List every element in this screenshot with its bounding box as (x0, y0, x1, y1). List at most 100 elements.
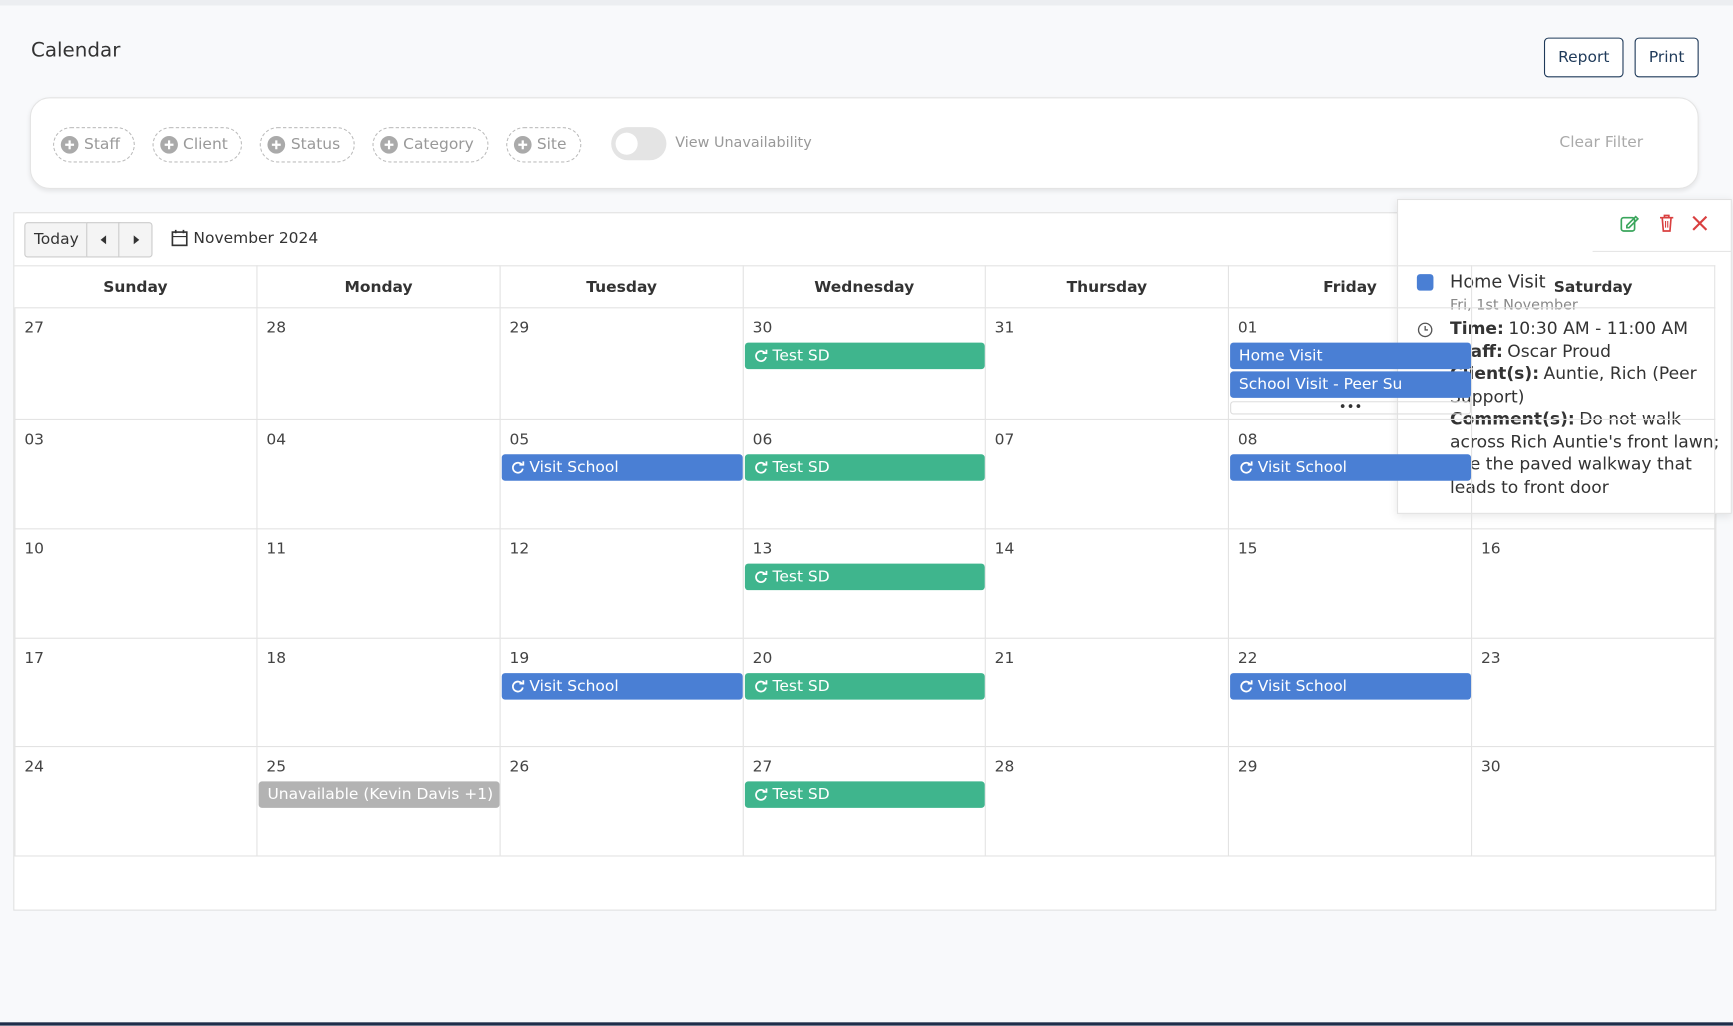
day-cell (1472, 419, 1716, 530)
day-cell: 25 (257, 747, 501, 857)
filter-pill[interactable]: Status (259, 127, 355, 163)
day-cell: 30 (1472, 747, 1716, 857)
event[interactable]: Test SD (744, 454, 985, 481)
day-cell (1472, 308, 1716, 420)
calendar-icon (171, 229, 188, 247)
day-cell: 28 (985, 747, 1229, 857)
day-cell: 08 (1228, 419, 1473, 530)
day-number: 04 (266, 431, 287, 449)
day-number: 28 (266, 319, 287, 338)
day-cell: 03 (14, 419, 258, 530)
day-cell: 01 (1228, 308, 1473, 420)
edit-icon[interactable] (1619, 213, 1640, 233)
event-title: Home Visit (1238, 347, 1323, 365)
event[interactable]: Visit School (1230, 454, 1472, 481)
day-cell: 11 (257, 529, 501, 639)
event[interactable]: Test SD (744, 781, 985, 808)
event[interactable]: Test SD (744, 563, 985, 591)
day-cell: 27 (743, 747, 986, 857)
filter-pill[interactable]: Client (152, 127, 243, 163)
day-number: 30 (752, 319, 773, 338)
close-icon[interactable] (1691, 214, 1709, 232)
detail-label: Time: (1450, 318, 1504, 339)
more-link[interactable]: ••• (1230, 400, 1472, 415)
day-cell: 10 (14, 529, 258, 639)
day-number: 23 (1480, 649, 1501, 668)
day-cell: 12 (500, 529, 744, 639)
day-number: 20 (752, 649, 773, 668)
filter-bar: Staff Client Status Category Site View Unava… (29, 97, 1699, 189)
event[interactable]: Unavailable (Kevin Davis +1) (258, 781, 500, 808)
day-number: 19 (509, 649, 530, 668)
day-number: 05 (509, 431, 530, 449)
filter-pill[interactable]: Site (505, 127, 581, 163)
day-number: 28 (994, 758, 1015, 776)
event[interactable]: Home Visit (1230, 342, 1472, 370)
weekday-header: Saturday (1472, 265, 1716, 309)
page-title: Calendar (30, 38, 121, 62)
filter-label: Staff (83, 135, 121, 154)
day-cell: 27 (14, 308, 258, 420)
day-cell: 26 (500, 747, 744, 857)
event[interactable]: Test SD (744, 342, 985, 370)
today-button[interactable]: Today (24, 222, 89, 258)
prev-button[interactable] (86, 222, 121, 258)
event[interactable]: Visit School (501, 673, 743, 700)
day-number: 01 (1237, 319, 1258, 338)
event-title: Test SD (772, 677, 830, 696)
event[interactable]: School Visit - Peer Su (1230, 371, 1472, 398)
popup-title: Home Visit (1450, 270, 1546, 292)
plus-icon (159, 135, 178, 154)
day-cell: 31 (985, 308, 1229, 420)
day-number: 24 (24, 758, 45, 776)
day-cell: 29 (1228, 747, 1473, 857)
day-number: 27 (24, 319, 45, 338)
day-number: 29 (1237, 758, 1258, 776)
weekday-header: Wednesday (743, 265, 986, 309)
day-cell: 23 (1472, 638, 1716, 748)
report-button[interactable]: Report (1543, 37, 1624, 78)
filter-label: Client (183, 135, 228, 154)
detail-label: Client(s): (1450, 363, 1540, 384)
filter-pill[interactable]: Staff (53, 127, 135, 163)
day-number: 13 (752, 540, 773, 559)
filter-label: Site (536, 135, 567, 154)
plus-icon (267, 135, 286, 154)
toggle[interactable] (611, 127, 667, 161)
event-title: Visit School (1257, 677, 1347, 696)
day-cell: 22 (1228, 638, 1473, 748)
bottom-bar (0, 1022, 1733, 1026)
day-cell: 07 (985, 419, 1229, 530)
day-number: 25 (266, 758, 287, 776)
day-number: 11 (266, 540, 287, 559)
clear-filter[interactable]: Clear Filter (1559, 133, 1644, 152)
filter-pill[interactable]: Category (372, 127, 489, 163)
toggle-label: View Unavailability (675, 134, 812, 152)
event[interactable]: Visit School (501, 454, 743, 481)
delete-icon[interactable] (1657, 213, 1677, 233)
next-button[interactable] (118, 222, 153, 258)
event[interactable]: Test SD (744, 673, 985, 700)
event[interactable]: Visit School (1230, 673, 1472, 700)
day-cell: 20 (743, 638, 986, 748)
day-cell: 06 (743, 419, 986, 530)
print-button[interactable]: Print (1634, 37, 1699, 78)
filter-label: Category (403, 135, 474, 154)
day-cell: 18 (257, 638, 501, 748)
day-cell: 19 (500, 638, 744, 748)
day-number: 27 (752, 758, 773, 776)
day-number: 29 (509, 319, 530, 338)
event-color (1416, 274, 1434, 291)
day-number: 14 (994, 540, 1015, 559)
weekday-header: Tuesday (500, 265, 744, 309)
event-title: Test SD (772, 458, 830, 477)
event-title: Visit School (1257, 458, 1347, 477)
day-number: 15 (1237, 540, 1258, 559)
event-title: Visit School (529, 677, 619, 696)
detail-value: Do not walk across Rich Auntie's front l… (1450, 408, 1720, 497)
month-label: November 2024 (193, 229, 319, 248)
day-number: 08 (1237, 431, 1258, 449)
day-number: 18 (266, 649, 287, 668)
event-title: School Visit - Peer Su (1238, 375, 1403, 394)
